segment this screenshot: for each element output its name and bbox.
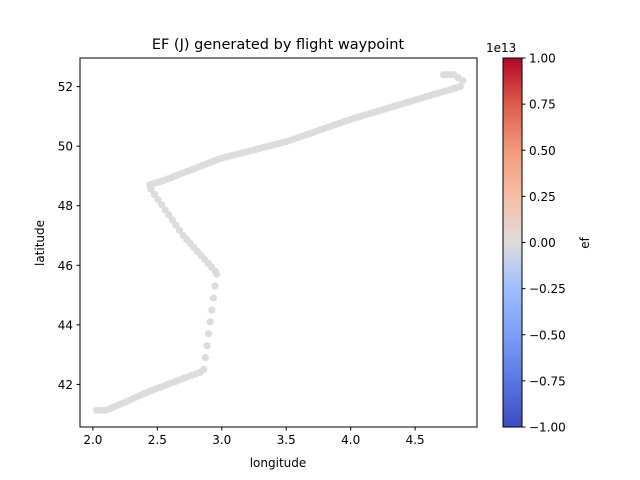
x-tick-label: 3.5 — [277, 433, 296, 447]
y-axis: 42 44 46 48 50 52 — [58, 80, 80, 392]
waypoint-33 — [209, 294, 218, 302]
waypoint-47 — [172, 221, 180, 229]
waypoint-32 — [208, 306, 216, 314]
waypoint-29 — [203, 342, 211, 350]
y-tick-label: 50 — [58, 140, 73, 154]
waypoint-45 — [179, 231, 187, 240]
colorbar-tick-label: −0.50 — [529, 328, 566, 342]
x-axis-label: longitude — [250, 456, 307, 470]
x-tick-label: 4.5 — [406, 433, 425, 447]
waypoint-48 — [168, 216, 176, 224]
waypoint-34 — [211, 282, 219, 290]
x-axis: 2.0 2.5 3.0 3.5 4.0 4.5 — [83, 427, 425, 447]
colorbar-tick-label: 0.00 — [529, 236, 556, 250]
colorbar-axis: 1.00 0.75 0.50 0.25 0.00 −0.25 −0.50 −0.75 −1.00 — [522, 52, 566, 435]
colorbar-tick-label: −1.00 — [529, 421, 566, 435]
y-tick-label: 48 — [58, 199, 73, 213]
y-tick-label: 42 — [58, 378, 73, 392]
colorbar-tick-label: 0.25 — [529, 190, 556, 204]
waypoint-46 — [175, 226, 184, 234]
scatter-points — [93, 71, 467, 414]
waypoint-30 — [204, 330, 213, 338]
waypoint-49 — [165, 211, 173, 219]
x-tick-label: 4.0 — [341, 433, 360, 447]
y-tick-label: 52 — [58, 80, 73, 94]
waypoint-28 — [201, 354, 209, 362]
x-tick-label: 2.0 — [83, 433, 102, 447]
waypoint-50 — [161, 206, 169, 214]
plot-frame — [79, 57, 478, 428]
colorbar — [502, 57, 523, 428]
waypoint-27 — [200, 365, 208, 374]
y-axis-label: latitude — [33, 220, 47, 266]
waypoint-53 — [150, 190, 159, 199]
waypoint-31 — [206, 318, 214, 326]
x-tick-label: 2.5 — [148, 433, 167, 447]
colorbar-tick-label: 0.75 — [529, 98, 556, 112]
x-tick-label: 3.0 — [212, 433, 231, 447]
colorbar-multiplier: 1e13 — [486, 41, 516, 55]
y-tick-label: 46 — [58, 259, 73, 273]
colorbar-tick-label: 0.50 — [529, 144, 556, 158]
y-tick-label: 44 — [58, 318, 73, 332]
colorbar-tick-label: 1.00 — [529, 52, 556, 66]
chart-title: EF (J) generated by flight waypoint — [152, 37, 405, 53]
colorbar-label: ef — [578, 236, 592, 248]
waypoint-137 — [456, 82, 464, 91]
colorbar-tick-label: −0.25 — [529, 282, 566, 296]
waypoint-52 — [154, 196, 162, 204]
waypoint-51 — [158, 201, 166, 209]
waypoint-143 — [439, 71, 448, 79]
colorbar-tick-label: −0.75 — [529, 374, 566, 388]
